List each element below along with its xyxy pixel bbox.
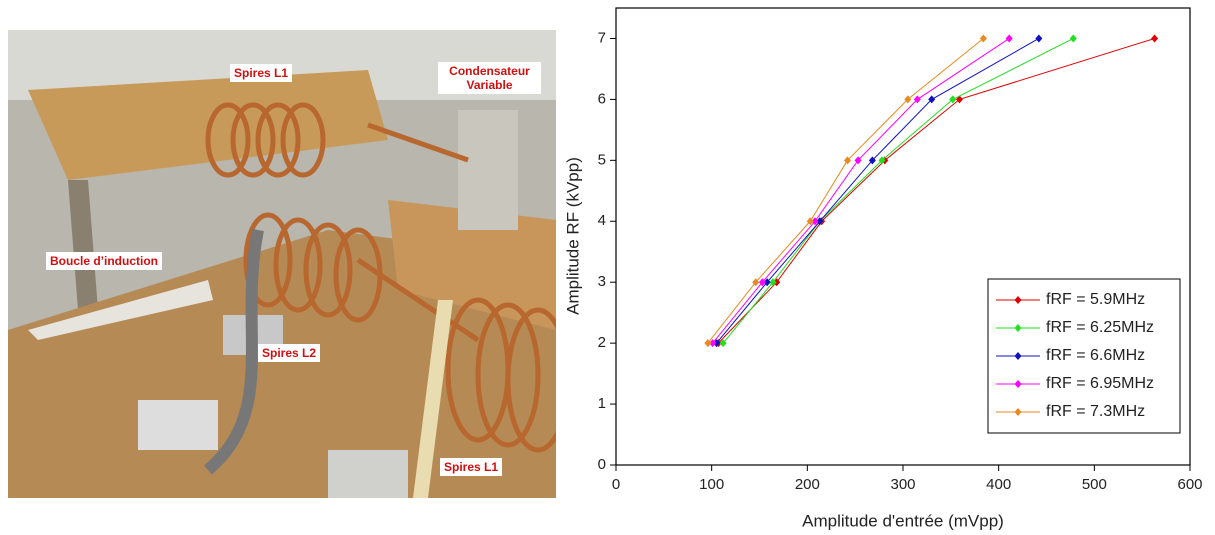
y-tick-label: 3 [598,273,606,290]
data-point [1035,34,1043,43]
data-point [949,95,957,104]
data-point [763,278,771,287]
legend-label: fRF = 6.6MHz [1046,347,1145,364]
series-line [722,38,1074,344]
x-axis-title: Amplitude d'entrée (mVpp) [802,511,1004,530]
data-point [758,278,766,287]
series-line [712,38,1010,344]
x-tick-label: 100 [699,476,724,493]
data-point [704,339,712,348]
data-point [881,156,889,165]
photo-label: Spires L2 [258,344,321,362]
data-point [714,339,722,348]
y-tick-label: 5 [598,151,606,168]
photo-label: Spires L1 [440,458,503,476]
data-point [712,339,720,348]
legend-label: fRF = 5.9MHz [1046,291,1145,308]
data-point [878,156,886,165]
photo-label: Boucle d’induction [46,252,162,270]
data-point [769,278,777,287]
data-point [913,95,921,104]
legend-label: fRF = 6.95MHz [1046,375,1154,392]
photo-label: Spires L1 [230,64,293,82]
series-line [707,38,984,344]
legend-label: fRF = 7.3MHz [1046,403,1145,420]
data-point [816,217,824,226]
y-tick-label: 4 [598,212,606,229]
y-tick-label: 0 [598,456,606,473]
legend-marker [1014,380,1022,388]
data-point [955,95,963,104]
legend-marker [1014,296,1022,304]
legend-label: fRF = 6.25MHz [1046,319,1154,336]
data-point [1151,34,1159,43]
photo: Spires L1 Condensateur Variable Boucle d… [8,30,556,498]
x-tick-label: 500 [1082,476,1107,493]
photo-scene [8,30,556,498]
data-point [854,156,862,165]
y-tick-label: 7 [598,29,606,46]
photo-label: Condensateur Variable [438,62,541,94]
data-point [928,95,936,104]
x-tick-label: 600 [1177,476,1202,493]
legend-marker [1014,324,1022,332]
y-axis-title: Amplitude RF (kVpp) [563,157,582,315]
series-line [718,37,1155,344]
x-tick-label: 0 [612,476,620,493]
data-point [811,217,819,226]
data-point [752,278,760,287]
legend-marker [1014,408,1022,416]
data-point [844,156,852,165]
x-tick-label: 400 [986,476,1011,493]
data-point [709,339,717,348]
data-point [773,278,781,287]
series-line [716,38,1040,344]
legend-marker [1014,352,1022,360]
data-point [818,217,826,226]
y-tick-label: 2 [598,334,606,351]
data-point [816,217,824,226]
legend-box [987,278,1181,434]
plot-frame [615,7,1191,466]
x-tick-label: 200 [795,476,820,493]
data-point [1005,34,1013,43]
data-point [719,339,727,348]
x-tick-label: 300 [890,476,915,493]
data-point [1069,34,1077,43]
data-point [904,95,912,104]
y-tick-label: 1 [598,395,606,412]
y-tick-label: 6 [598,90,606,107]
data-point [979,34,987,43]
data-point [868,156,876,165]
data-point [806,217,814,226]
